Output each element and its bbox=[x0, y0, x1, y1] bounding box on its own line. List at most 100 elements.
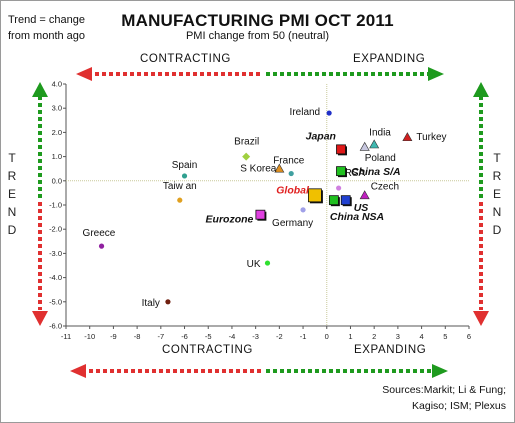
y-tick-label: 0.0 bbox=[52, 176, 62, 185]
data-point bbox=[359, 141, 370, 151]
data-point bbox=[288, 170, 294, 177]
data-point bbox=[255, 209, 266, 220]
chart-axes bbox=[65, 84, 469, 327]
point-label: Brazil bbox=[234, 137, 259, 148]
x-tick-label: 6 bbox=[467, 332, 471, 341]
data-point bbox=[165, 299, 171, 305]
x-tick-label: -6 bbox=[181, 332, 188, 341]
point-label: Greece bbox=[83, 228, 116, 239]
data-point bbox=[181, 173, 188, 179]
x-tick-label: 1 bbox=[348, 332, 352, 341]
sources-line1: Sources:Markit; Li & Fung; bbox=[382, 384, 506, 396]
y-tick-label: -4.0 bbox=[49, 273, 62, 282]
x-tick-label: 0 bbox=[325, 332, 329, 341]
data-point bbox=[402, 132, 413, 142]
data-point bbox=[300, 207, 306, 213]
contracting-arrowhead-bottom bbox=[70, 364, 86, 378]
x-tick-label: -7 bbox=[157, 332, 164, 341]
point-label: Eurozone bbox=[206, 214, 254, 226]
x-tick-label: -4 bbox=[229, 332, 236, 341]
data-point bbox=[98, 243, 105, 249]
trend-left-letter: T bbox=[8, 151, 16, 165]
trend-right-letter: N bbox=[492, 205, 502, 219]
x-tick-label: 5 bbox=[443, 332, 447, 341]
trend-right-letter: D bbox=[492, 223, 502, 237]
trend-down-arrowhead-right bbox=[473, 311, 489, 326]
point-label: Poland bbox=[365, 153, 396, 164]
data-point bbox=[242, 152, 251, 161]
trend-left-letter: D bbox=[7, 223, 17, 237]
data-point bbox=[326, 110, 332, 116]
x-tick-label: 3 bbox=[396, 332, 400, 341]
point-label: US bbox=[354, 202, 369, 214]
y-tick-label: 3.0 bbox=[52, 104, 62, 113]
data-point bbox=[336, 185, 342, 191]
x-tick-label: -1 bbox=[300, 332, 307, 341]
data-point bbox=[359, 190, 370, 200]
x-tick-label: -8 bbox=[134, 332, 141, 341]
data-point bbox=[328, 195, 339, 206]
point-label: Taiw an bbox=[163, 181, 197, 192]
expanding-label-top: EXPANDING bbox=[353, 53, 426, 65]
point-label: China NSA bbox=[330, 211, 384, 223]
y-tick-label: -2.0 bbox=[49, 225, 62, 234]
sources-line2: Kagiso; ISM; Plexus bbox=[412, 400, 506, 412]
x-tick-label: 4 bbox=[420, 332, 424, 341]
y-tick-label: -3.0 bbox=[49, 249, 62, 258]
y-tick-label: 2.0 bbox=[52, 128, 62, 137]
trend-right-letter: R bbox=[492, 169, 502, 183]
chart-title: MANUFACTURING PMI OCT 2011 bbox=[121, 11, 394, 30]
x-tick-label: -2 bbox=[276, 332, 283, 341]
x-tick-label: -11 bbox=[61, 332, 71, 341]
contracting-label-top: CONTRACTING bbox=[140, 53, 231, 65]
direction-arrows bbox=[32, 67, 489, 378]
tick-labels: -11 -10 -9 -8 -7 -6 -5 -4 -3 -2 -1 0 1 2 3 4 5 64.03.02.0… bbox=[49, 80, 471, 342]
expanding-arrowhead-bottom bbox=[432, 364, 448, 378]
x-tick-label: -9 bbox=[110, 332, 117, 341]
point-labels: Ireland India Turkey Japan Poland China S/A Br… bbox=[83, 107, 447, 309]
point-label: India bbox=[369, 128, 391, 139]
point-label: Italy bbox=[142, 298, 160, 309]
data-point bbox=[308, 188, 322, 203]
trend-label-left: T R E N D bbox=[6, 149, 18, 239]
x-tick-label: -3 bbox=[252, 332, 259, 341]
trend-up-arrowhead-right bbox=[473, 82, 489, 97]
trend-right-letter: E bbox=[492, 187, 501, 201]
point-label: Global bbox=[276, 184, 310, 196]
contracting-label-bottom: CONTRACTING bbox=[162, 344, 253, 356]
chart-subtitle: PMI change from 50 (neutral) bbox=[185, 30, 330, 42]
y-tick-label: -5.0 bbox=[49, 297, 62, 306]
y-tick-label: -6.0 bbox=[49, 322, 62, 331]
point-label: China S/A bbox=[351, 166, 401, 178]
data-point bbox=[264, 260, 271, 266]
x-tick-label: -10 bbox=[84, 332, 95, 341]
point-label: Spain bbox=[172, 160, 198, 171]
trend-note-line2: from month ago bbox=[8, 30, 86, 42]
trend-left-letter: E bbox=[7, 187, 16, 201]
point-label: Turkey bbox=[416, 132, 446, 143]
trend-up-arrowhead-left bbox=[32, 82, 48, 97]
data-point bbox=[340, 195, 351, 206]
point-label: S Korea bbox=[240, 164, 277, 175]
trend-label-right: T R E N D bbox=[491, 149, 503, 239]
data-point bbox=[177, 197, 183, 203]
point-label: Germany bbox=[272, 218, 313, 229]
point-label: UK bbox=[247, 259, 261, 270]
y-tick-label: 4.0 bbox=[52, 80, 62, 89]
expanding-label-bottom: EXPANDING bbox=[354, 344, 427, 356]
data-point bbox=[336, 166, 346, 177]
trend-down-arrowhead-left bbox=[32, 311, 48, 326]
x-tick-label: -5 bbox=[205, 332, 212, 341]
point-label: Czech bbox=[371, 181, 399, 192]
point-label: France bbox=[273, 156, 305, 167]
y-tick-label: -1.0 bbox=[49, 201, 62, 210]
point-label: RSA bbox=[345, 168, 366, 179]
y-tick-label: 1.0 bbox=[52, 152, 62, 161]
data-point bbox=[336, 144, 346, 155]
contracting-arrowhead-top bbox=[76, 67, 92, 81]
zero-guides bbox=[66, 84, 469, 326]
data-points bbox=[98, 110, 413, 305]
trend-right-letter: T bbox=[493, 151, 501, 165]
trend-left-letter: R bbox=[7, 169, 17, 183]
